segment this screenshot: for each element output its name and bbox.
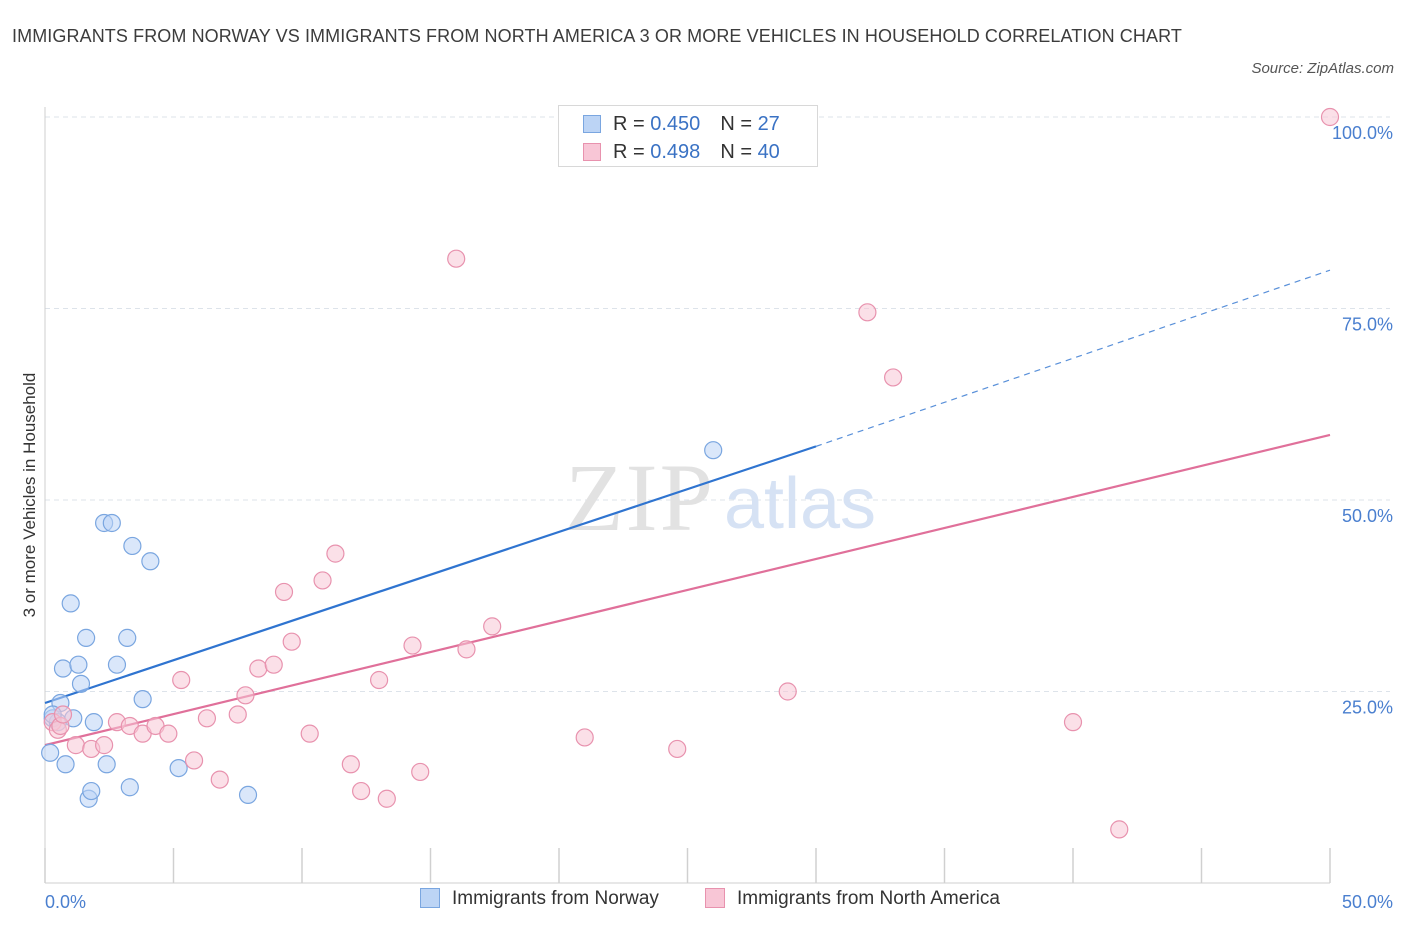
legend-item-north-america[interactable]: Immigrants from North America: [705, 888, 1000, 910]
n-value: 40: [757, 141, 780, 163]
north-america-point: [403, 636, 422, 655]
north-america-point: [210, 770, 229, 789]
north-america-point: [457, 640, 476, 659]
north-america-point: [341, 755, 360, 774]
x-tick-label: 50.0%: [1342, 892, 1393, 912]
north-america-point: [159, 724, 178, 743]
north-america-point: [249, 659, 268, 678]
north-america-point: [483, 617, 502, 636]
north-america-point: [1110, 820, 1129, 839]
north-america-point: [447, 249, 466, 268]
watermark-zip: ZIP: [565, 444, 715, 551]
north-america-point: [313, 571, 332, 590]
stats-row-norway: R = 0.450 N = 27: [583, 113, 780, 139]
north-america-point: [575, 728, 594, 747]
x-tick-label: 0.0%: [45, 892, 86, 912]
data-points: [41, 107, 1340, 839]
legend-label: Immigrants from North America: [737, 888, 1000, 909]
north-america-point: [1063, 713, 1083, 732]
norway-swatch: [583, 115, 601, 133]
north-america-point: [411, 762, 430, 782]
r-value: 0.450: [650, 113, 701, 135]
north-america-point: [236, 686, 255, 705]
norway-point: [41, 743, 60, 762]
north-america-point: [66, 736, 85, 755]
stats-legend: R = 0.450 N = 27 R = 0.498 N = 40: [558, 105, 818, 167]
north-america-point: [370, 670, 389, 690]
norway-point: [123, 536, 142, 556]
legend-label: Immigrants from Norway: [452, 888, 659, 909]
n-label: N =: [720, 141, 758, 163]
north-america-point: [858, 303, 877, 322]
north-america-point: [282, 632, 301, 651]
norway-point: [141, 552, 160, 571]
y-tick-label: 75.0%: [1342, 315, 1393, 335]
north-america-point: [184, 751, 204, 770]
north-america-point: [53, 705, 73, 724]
y-tick-label: 100.0%: [1332, 123, 1393, 143]
north-america-legend-swatch: [705, 888, 725, 908]
norway-point: [84, 713, 103, 732]
norway-point: [77, 628, 96, 647]
north-america-point: [274, 582, 294, 602]
north-america-point: [352, 781, 371, 801]
series-legend: Immigrants from Norway Immigrants from N…: [0, 888, 1406, 916]
r-label: R =: [613, 141, 651, 163]
trend-lines: [44, 269, 1331, 747]
north-america-point: [326, 544, 345, 563]
norway-trend-line: [44, 445, 817, 705]
y-tick-label: 25.0%: [1342, 698, 1393, 718]
n-value: 27: [757, 113, 780, 135]
norway-point: [82, 781, 101, 801]
norway-legend-swatch: [420, 888, 440, 908]
north-america-point: [197, 709, 217, 728]
watermark-atlas: atlas: [724, 464, 876, 544]
north-america-point: [668, 739, 687, 759]
tick-labels: 25.0% 50.0% 75.0% 100.0% 0.0% 50.0%: [45, 123, 1393, 912]
norway-point: [97, 755, 116, 774]
norway-point: [71, 674, 91, 693]
norway-point: [69, 655, 88, 674]
north-america-point: [95, 736, 114, 755]
r-value: 0.498: [650, 141, 701, 163]
north-america-point: [172, 670, 191, 690]
gridlines: [45, 116, 1390, 692]
north-america-point: [1320, 107, 1340, 127]
norway-point: [120, 778, 139, 797]
r-label: R =: [613, 113, 651, 135]
source-label: Source: ZipAtlas.com: [1251, 60, 1394, 77]
north-america-point: [377, 789, 396, 808]
chart-title: IMMIGRANTS FROM NORWAY VS IMMIGRANTS FRO…: [12, 26, 1182, 46]
legend-item-norway[interactable]: Immigrants from Norway: [420, 888, 659, 910]
norway-trend-extension: [815, 269, 1331, 447]
north-america-swatch: [583, 143, 601, 161]
norway-point: [169, 758, 188, 778]
north-america-point: [778, 682, 797, 701]
north-america-trend-line: [44, 433, 1331, 747]
north-america-point: [264, 655, 283, 674]
norway-point: [704, 441, 723, 460]
y-tick-label: 50.0%: [1342, 506, 1393, 526]
norway-point: [61, 594, 80, 613]
norway-point: [53, 659, 73, 678]
norway-point: [56, 755, 75, 774]
norway-point: [107, 655, 127, 674]
north-america-point: [228, 705, 247, 724]
norway-point: [102, 513, 121, 533]
north-america-point: [883, 368, 903, 387]
stats-row-north-america: R = 0.498 N = 40: [583, 141, 780, 167]
norway-point: [118, 628, 137, 647]
norway-point: [133, 690, 152, 709]
n-label: N =: [720, 113, 758, 135]
north-america-point: [300, 724, 319, 743]
norway-point: [238, 785, 258, 805]
